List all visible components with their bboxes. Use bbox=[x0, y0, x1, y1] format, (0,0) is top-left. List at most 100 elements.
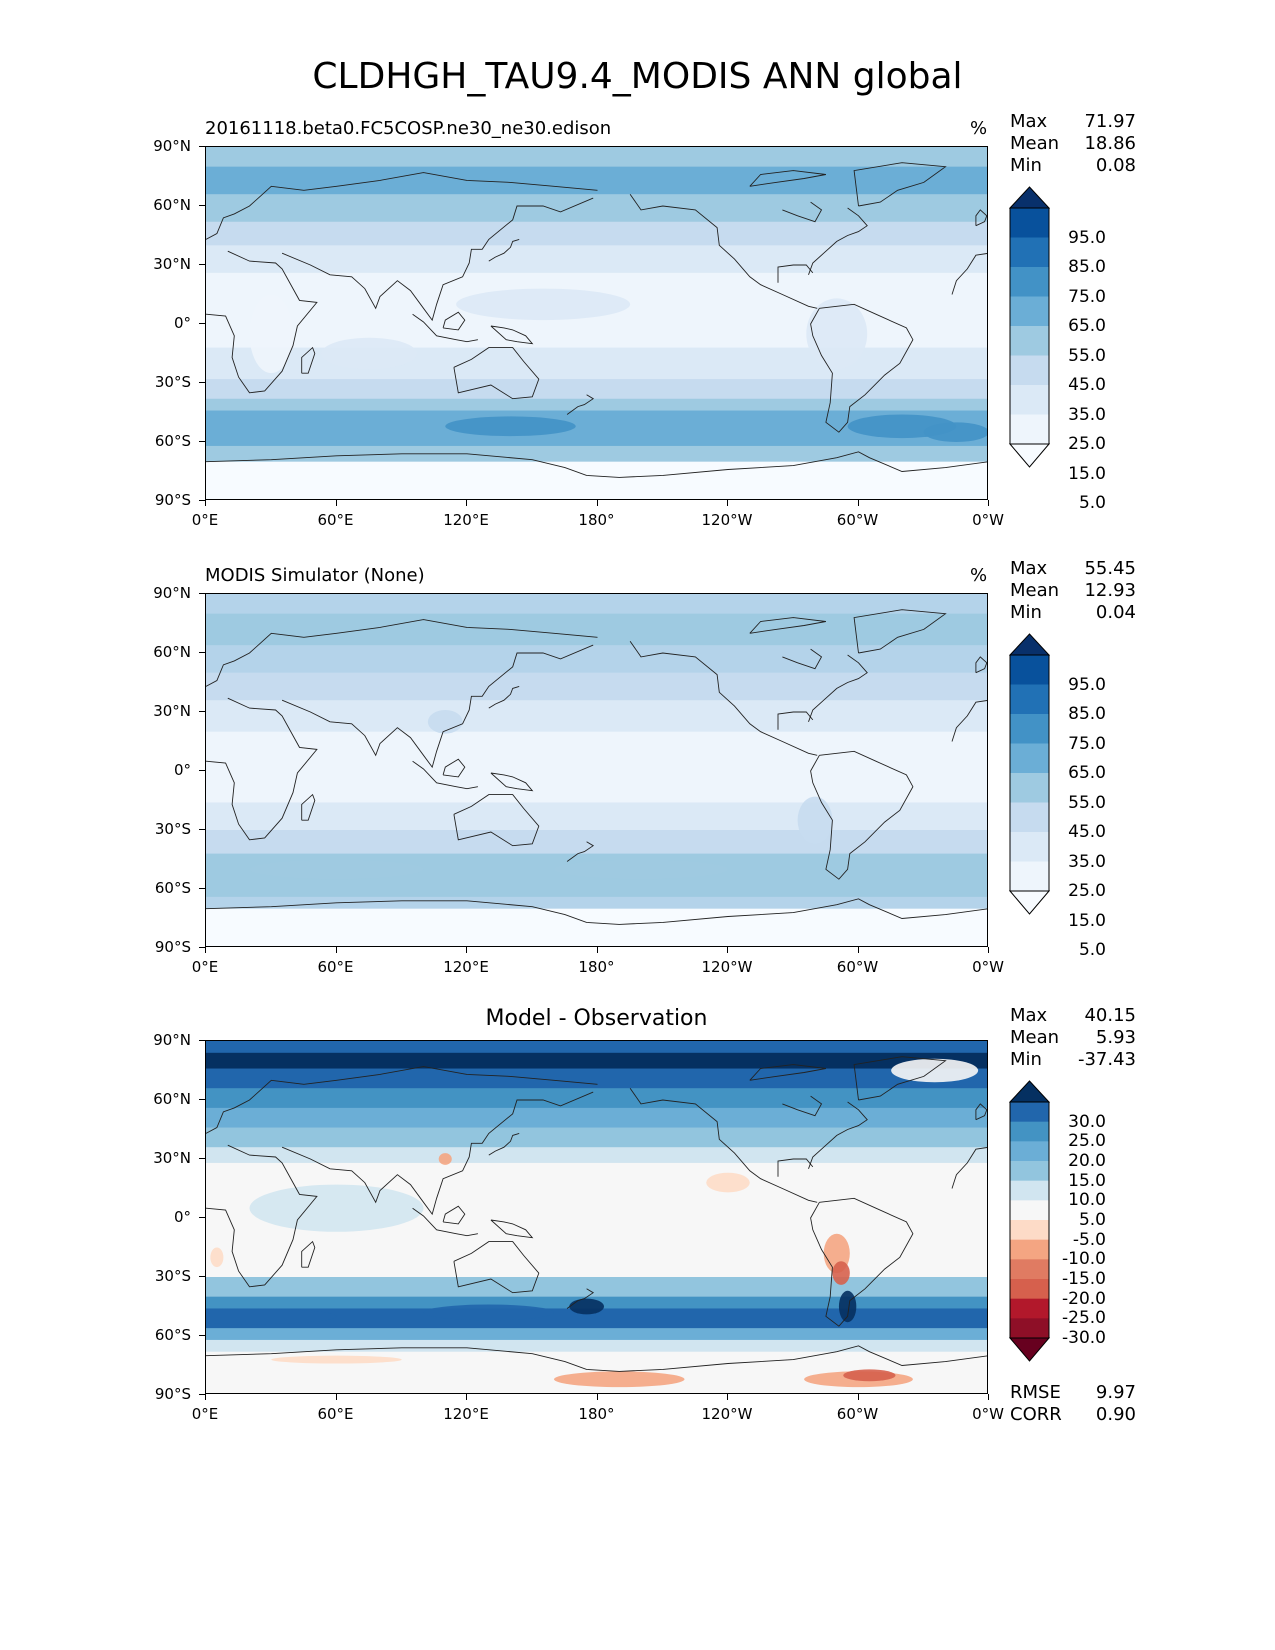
colorbar-tick-label: -15.0 bbox=[1062, 1269, 1106, 1289]
colorbar bbox=[1009, 1080, 1050, 1362]
colorbar-tick-label: 45.0 bbox=[1068, 822, 1106, 842]
y-tick-label: 90°N bbox=[153, 1031, 191, 1049]
x-tick-mark bbox=[727, 947, 728, 953]
x-tick-label: 120°E bbox=[443, 511, 489, 529]
x-tick-mark bbox=[205, 1394, 206, 1400]
colorbar-tick-label: 65.0 bbox=[1068, 763, 1106, 783]
panel-title: 20161118.beta0.FC5COSP.ne30_ne30.edison bbox=[205, 118, 612, 139]
borneo-coastline bbox=[442, 758, 466, 778]
y-tick-label: 60°S bbox=[154, 879, 191, 897]
x-tick-label: 0°W bbox=[972, 958, 1004, 976]
stat-mean: Mean 5.93 bbox=[1010, 1027, 1136, 1048]
x-tick-label: 60°W bbox=[836, 511, 879, 529]
contour-patch bbox=[445, 416, 576, 437]
contour-patch bbox=[210, 1247, 224, 1268]
contour-band bbox=[206, 245, 987, 274]
colorbar-bottom-arrow bbox=[1009, 890, 1050, 915]
y-tick-mark bbox=[199, 1040, 205, 1041]
contour-band bbox=[206, 221, 987, 246]
map-svg bbox=[206, 594, 987, 946]
x-tick-label: 60°E bbox=[317, 958, 354, 976]
north-america-east-coastline bbox=[808, 654, 868, 722]
colorbar-segment bbox=[1010, 237, 1049, 268]
y-tick-label: 30°N bbox=[153, 255, 191, 273]
colorbar-tick-label: 15.0 bbox=[1068, 463, 1106, 484]
north-america-coastline bbox=[629, 193, 818, 309]
colorbar bbox=[1009, 186, 1050, 468]
contour-patch bbox=[832, 1261, 850, 1285]
units-label: % bbox=[970, 118, 988, 139]
colorbar-segment bbox=[1010, 208, 1049, 238]
y-tick-mark bbox=[199, 1158, 205, 1159]
asia-south-coastline bbox=[281, 644, 594, 769]
colorbar-tick-label: -20.0 bbox=[1062, 1288, 1106, 1309]
contour-band bbox=[206, 1088, 987, 1109]
colorbar-segment bbox=[1010, 296, 1049, 327]
contour-patch bbox=[456, 288, 631, 321]
x-tick-mark bbox=[727, 1394, 728, 1400]
colorbar-segment bbox=[1010, 1180, 1049, 1201]
contour-patch bbox=[706, 1172, 750, 1193]
y-tick-mark bbox=[199, 146, 205, 147]
contour-band bbox=[206, 700, 987, 733]
contour-band bbox=[206, 613, 987, 646]
colorbar-segment bbox=[1010, 326, 1049, 356]
units-label: % bbox=[970, 565, 988, 586]
map-svg bbox=[206, 147, 987, 499]
north-america-east-coastline bbox=[808, 1101, 868, 1169]
x-tick-mark bbox=[466, 500, 467, 506]
colorbar-tick-label: -25.0 bbox=[1062, 1308, 1106, 1329]
y-tick-mark bbox=[199, 1099, 205, 1100]
europe-asia-coastline bbox=[206, 619, 598, 687]
colorbar-segment bbox=[1010, 655, 1049, 685]
asia-south-coastline bbox=[281, 1091, 594, 1216]
map-plot bbox=[205, 593, 988, 947]
x-tick-label: 0°E bbox=[191, 1405, 219, 1423]
contour-patch bbox=[554, 1371, 685, 1388]
africa-coastline bbox=[206, 1144, 318, 1288]
colorbar-tick-label: 5.0 bbox=[1078, 1210, 1106, 1230]
japan-coastline bbox=[488, 238, 520, 262]
new-guinea-coastline bbox=[490, 325, 534, 345]
colorbar-tick-label: -5.0 bbox=[1072, 1229, 1106, 1250]
contour-band bbox=[206, 594, 987, 615]
borneo-coastline bbox=[442, 311, 466, 331]
contour-band bbox=[206, 194, 987, 223]
contour-band bbox=[206, 1127, 987, 1148]
stat-mean: Mean 18.86 bbox=[1010, 133, 1136, 154]
colorbar-segment bbox=[1010, 1141, 1049, 1162]
contour-patch bbox=[838, 1290, 857, 1323]
y-tick-label: 90°S bbox=[154, 938, 191, 956]
colorbar-segment bbox=[1010, 832, 1049, 862]
stat-min: Min 0.08 bbox=[1010, 155, 1136, 176]
stats-block: Max 55.45 Mean 12.93 Min 0.04 bbox=[1010, 558, 1136, 624]
contour-patch bbox=[806, 298, 868, 370]
colorbar-segment bbox=[1010, 714, 1049, 744]
contour-band bbox=[206, 461, 987, 499]
x-tick-mark bbox=[988, 947, 989, 953]
stat-min: Min -37.43 bbox=[1010, 1049, 1136, 1070]
south-america-coastline bbox=[810, 1197, 914, 1327]
x-tick-label: 0°E bbox=[191, 511, 219, 529]
x-tick-mark bbox=[596, 1394, 598, 1400]
japan-coastline bbox=[488, 685, 520, 709]
arctic-islands-coastline bbox=[749, 617, 826, 634]
x-tick-label: 120°E bbox=[443, 1405, 489, 1423]
colorbar-segment bbox=[1010, 773, 1049, 803]
colorbar-frame bbox=[1009, 1101, 1050, 1339]
north-america-coastline bbox=[629, 1087, 818, 1203]
africa-west-coastline bbox=[951, 700, 987, 742]
contour-patch bbox=[569, 1298, 605, 1315]
uk-coastline bbox=[975, 656, 987, 674]
contour-band bbox=[206, 1339, 987, 1353]
x-tick-mark bbox=[596, 947, 598, 953]
colorbar-top-arrow bbox=[1009, 633, 1050, 656]
colorbar-segment bbox=[1010, 1220, 1049, 1241]
figure-title: CLDHGH_TAU9.4_MODIS ANN global bbox=[312, 56, 963, 97]
y-tick-label: 60°N bbox=[153, 1090, 191, 1108]
y-tick-label: 30°S bbox=[154, 1267, 191, 1285]
x-tick-label: 180° bbox=[578, 511, 615, 529]
contour-band bbox=[206, 1041, 987, 1054]
gulf-coastline bbox=[777, 264, 814, 283]
y-tick-label: 90°S bbox=[154, 1385, 191, 1403]
